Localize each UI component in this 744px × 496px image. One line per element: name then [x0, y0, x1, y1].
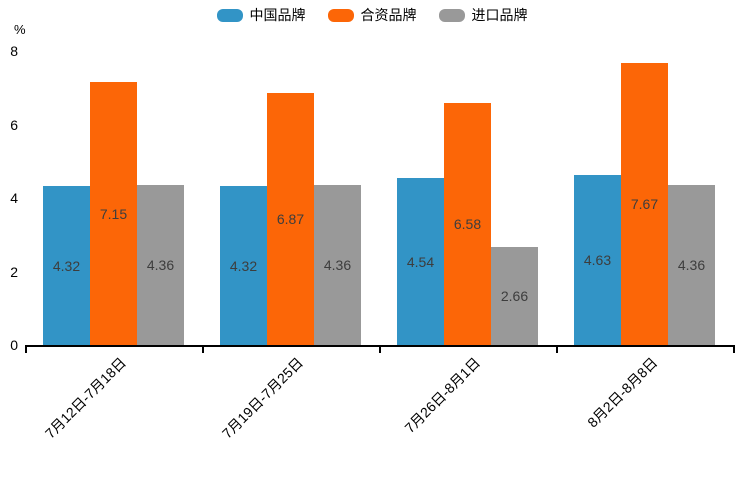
- x-axis-category-label: 7月12日-7月18日: [41, 354, 130, 442]
- y-axis-unit-label: %: [14, 22, 26, 37]
- bar-value-label: 4.36: [677, 256, 706, 273]
- bar-中国品牌-7月12日-7月18日: [43, 186, 90, 345]
- legend: 中国品牌 合资品牌 进口品牌: [0, 8, 744, 22]
- legend-swatch-icon: [216, 8, 243, 22]
- bar-中国品牌-8月2日-8月8日: [574, 174, 621, 345]
- y-axis-tick-label: 6: [10, 116, 18, 133]
- x-axis-tick-mark: [733, 345, 735, 353]
- x-axis-category-label: 8月2日-8月8日: [583, 354, 661, 431]
- bar-value-label: 7.67: [630, 196, 659, 213]
- y-axis-tick-label: 0: [10, 337, 18, 353]
- legend-item-0[interactable]: 中国品牌: [216, 7, 306, 23]
- bar-进口品牌-7月19日-7月25日: [314, 184, 361, 345]
- x-axis-category-label: 7月19日-7月25日: [218, 354, 307, 442]
- legend-item-label: 合资品牌: [360, 7, 417, 23]
- legend-swatch-icon: [327, 8, 354, 22]
- x-axis-tick-mark: [25, 345, 27, 353]
- legend-swatch-icon: [438, 8, 465, 22]
- bar-value-label: 4.54: [406, 253, 435, 270]
- x-axis-category-label: 7月26日-8月1日: [401, 354, 484, 437]
- bar-value-label: 4.32: [229, 257, 258, 274]
- y-axis-tick-label: 8: [10, 43, 18, 59]
- bar-合资品牌-7月12日-7月18日: [90, 82, 137, 345]
- bar-合资品牌-7月26日-8月1日: [444, 103, 491, 345]
- legend-item-2[interactable]: 进口品牌: [438, 7, 528, 23]
- y-axis-tick-label: 2: [10, 263, 18, 280]
- bar-中国品牌-7月19日-7月25日: [220, 186, 267, 345]
- bar-value-label: 4.36: [146, 256, 175, 273]
- bar-合资品牌-7月19日-7月25日: [267, 92, 314, 345]
- bar-进口品牌-7月12日-7月18日: [137, 184, 184, 345]
- bar-value-label: 4.63: [583, 251, 612, 268]
- x-axis-tick-mark: [556, 345, 558, 353]
- bar-中国品牌-7月26日-8月1日: [397, 178, 444, 345]
- bar-value-label: 7.15: [99, 205, 128, 222]
- x-axis-tick-mark: [202, 345, 204, 353]
- y-axis-tick-label: 4: [10, 190, 18, 206]
- bar-value-label: 6.87: [276, 210, 305, 227]
- bar-value-label: 2.66: [500, 288, 529, 305]
- bar-value-label: 4.36: [323, 256, 352, 273]
- bar-value-label: 4.32: [52, 257, 81, 274]
- legend-item-1[interactable]: 合资品牌: [327, 7, 417, 23]
- legend-item-label: 进口品牌: [471, 7, 528, 23]
- x-axis-tick-mark: [379, 345, 381, 353]
- bar-value-label: 6.58: [453, 216, 482, 233]
- bar-进口品牌-8月2日-8月8日: [668, 184, 715, 345]
- bar-进口品牌-7月26日-8月1日: [491, 247, 538, 345]
- bar-合资品牌-8月2日-8月8日: [621, 63, 668, 345]
- legend-item-label: 中国品牌: [249, 7, 306, 23]
